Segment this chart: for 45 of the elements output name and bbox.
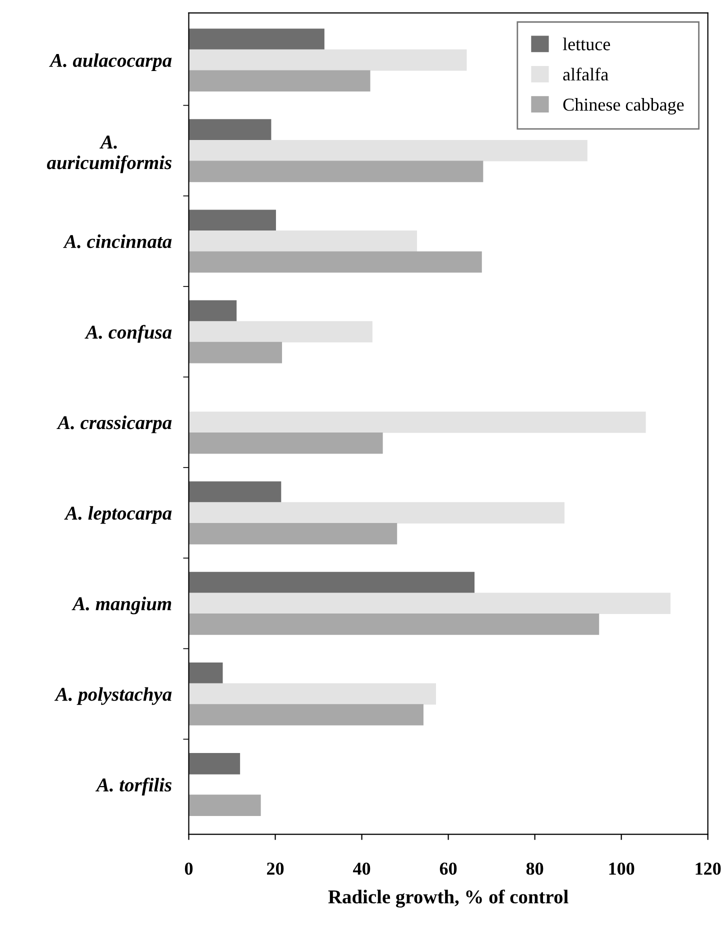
y-tick-label: A. mangium: [72, 596, 172, 614]
bar: [188, 412, 646, 433]
legend-label: lettuce: [562, 38, 610, 50]
bar: [188, 321, 372, 342]
bar: [188, 210, 276, 231]
bar: [188, 140, 588, 162]
bar: [188, 614, 600, 635]
legend-label: alfalfa: [563, 68, 608, 81]
bar: [188, 683, 436, 705]
x-axis-title: Radicle growth, % of control: [328, 890, 568, 908]
bar: [188, 342, 282, 364]
bar: [188, 704, 424, 726]
bar: [188, 502, 564, 524]
bar: [188, 572, 475, 594]
bar: [188, 49, 467, 71]
bar: [188, 119, 272, 140]
x-tick-label: 80: [526, 862, 544, 875]
y-tick-label: A. aulacocarpa: [49, 53, 172, 71]
y-tick-label: A. leptocarpa: [64, 506, 172, 524]
bar: [188, 28, 324, 50]
y-tick-label: A. polystachya: [54, 687, 172, 705]
x-tick-label: 20: [267, 862, 284, 875]
legend-label: Chinese cabbage: [563, 98, 684, 114]
bar: [188, 523, 398, 544]
bar: [188, 432, 383, 454]
x-tick-label: 0: [184, 862, 193, 875]
bar: [188, 481, 282, 503]
bar: [188, 592, 670, 614]
x-tick-label: 60: [440, 862, 457, 875]
bar: [188, 794, 261, 816]
bar: [188, 230, 417, 252]
bar: [188, 753, 240, 774]
y-tick-label: A. auricumiformis: [46, 136, 172, 174]
bar: [188, 300, 237, 322]
bar: [188, 160, 484, 182]
y-tick-label: A. confusa: [84, 324, 172, 343]
y-tick-label: A. cincinnata: [63, 234, 172, 248]
bar: [188, 662, 223, 684]
x-tick-label: 40: [353, 862, 370, 875]
x-tick-label: 120: [696, 862, 721, 875]
bar: [188, 70, 370, 92]
bar: [188, 251, 482, 273]
y-tick-label: A. crassicarpa: [56, 416, 172, 434]
y-tick-label: A. torfilis: [95, 778, 172, 796]
x-tick-label: 100: [609, 862, 634, 875]
